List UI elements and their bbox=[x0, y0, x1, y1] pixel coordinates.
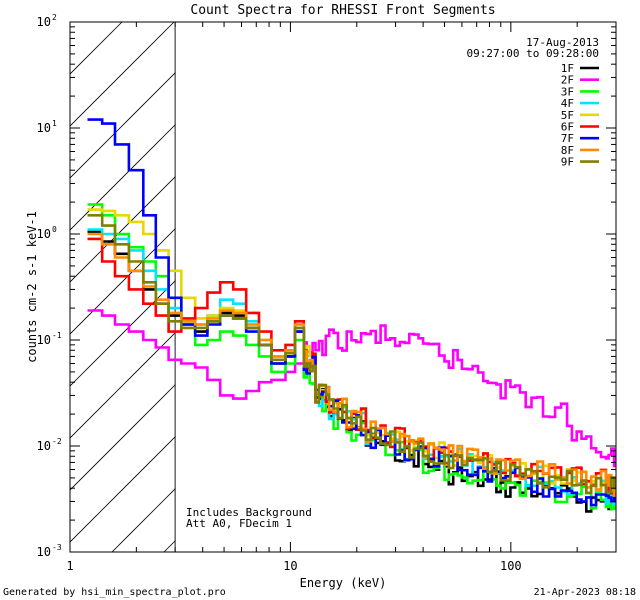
hatch-line bbox=[70, 22, 175, 127]
legend-label-1F: 1F bbox=[561, 62, 574, 75]
series-8F-line bbox=[87, 232, 616, 497]
background-note: Includes Background bbox=[186, 506, 312, 519]
y-tick-label: 10 bbox=[37, 121, 51, 135]
y-tick-label: 10 bbox=[37, 227, 51, 241]
y-tick-exponent: 2 bbox=[52, 13, 57, 22]
legend-label-3F: 3F bbox=[561, 85, 574, 98]
y-tick-exponent: 1 bbox=[52, 119, 57, 128]
x-axis-label: Energy (keV) bbox=[300, 576, 387, 590]
chart-title: Count Spectra for RHESSI Front Segments bbox=[190, 3, 495, 18]
hatch-line bbox=[70, 22, 227, 179]
y-tick-exponent: -3 bbox=[52, 543, 62, 552]
generator-label: Generated by hsi_min_spectra_plot.pro bbox=[3, 587, 226, 598]
series-9F-line bbox=[87, 214, 616, 495]
y-tick-label: 10 bbox=[37, 439, 51, 453]
hatch-line bbox=[632, 22, 640, 552]
legend-label-9F: 9F bbox=[561, 156, 574, 169]
y-tick-label: 10 bbox=[37, 545, 51, 559]
time-range-label: 09:27:00 to 09:28:00 bbox=[467, 47, 599, 60]
x-tick-label: 10 bbox=[283, 559, 297, 573]
y-tick-exponent: -2 bbox=[52, 437, 62, 446]
y-tick-exponent: 0 bbox=[52, 225, 57, 234]
y-tick-label: 10 bbox=[37, 333, 51, 347]
attenuator-note: Att A0, FDecim 1 bbox=[186, 517, 292, 530]
legend-label-4F: 4F bbox=[561, 97, 574, 110]
y-axis-label: counts cm-2 s-1 keV-1 bbox=[25, 211, 39, 363]
y-tick-label: 10 bbox=[37, 15, 51, 29]
date-label: 17-Aug-2013 bbox=[526, 36, 599, 49]
hatch-line bbox=[70, 22, 123, 75]
legend-label-7F: 7F bbox=[561, 132, 574, 145]
x-tick-label: 1 bbox=[66, 559, 73, 573]
y-tick-exponent: -1 bbox=[52, 331, 62, 340]
series-2F-line bbox=[87, 309, 616, 468]
series-layer bbox=[87, 118, 616, 513]
timestamp-label: 21-Apr-2023 08:18 bbox=[534, 587, 636, 598]
legend-label-6F: 6F bbox=[561, 121, 574, 134]
plot-frame bbox=[69, 21, 617, 553]
legend-label-2F: 2F bbox=[561, 74, 574, 87]
x-tick-label: 100 bbox=[500, 559, 522, 573]
legend-label-5F: 5F bbox=[561, 109, 574, 122]
legend-label-8F: 8F bbox=[561, 144, 574, 157]
